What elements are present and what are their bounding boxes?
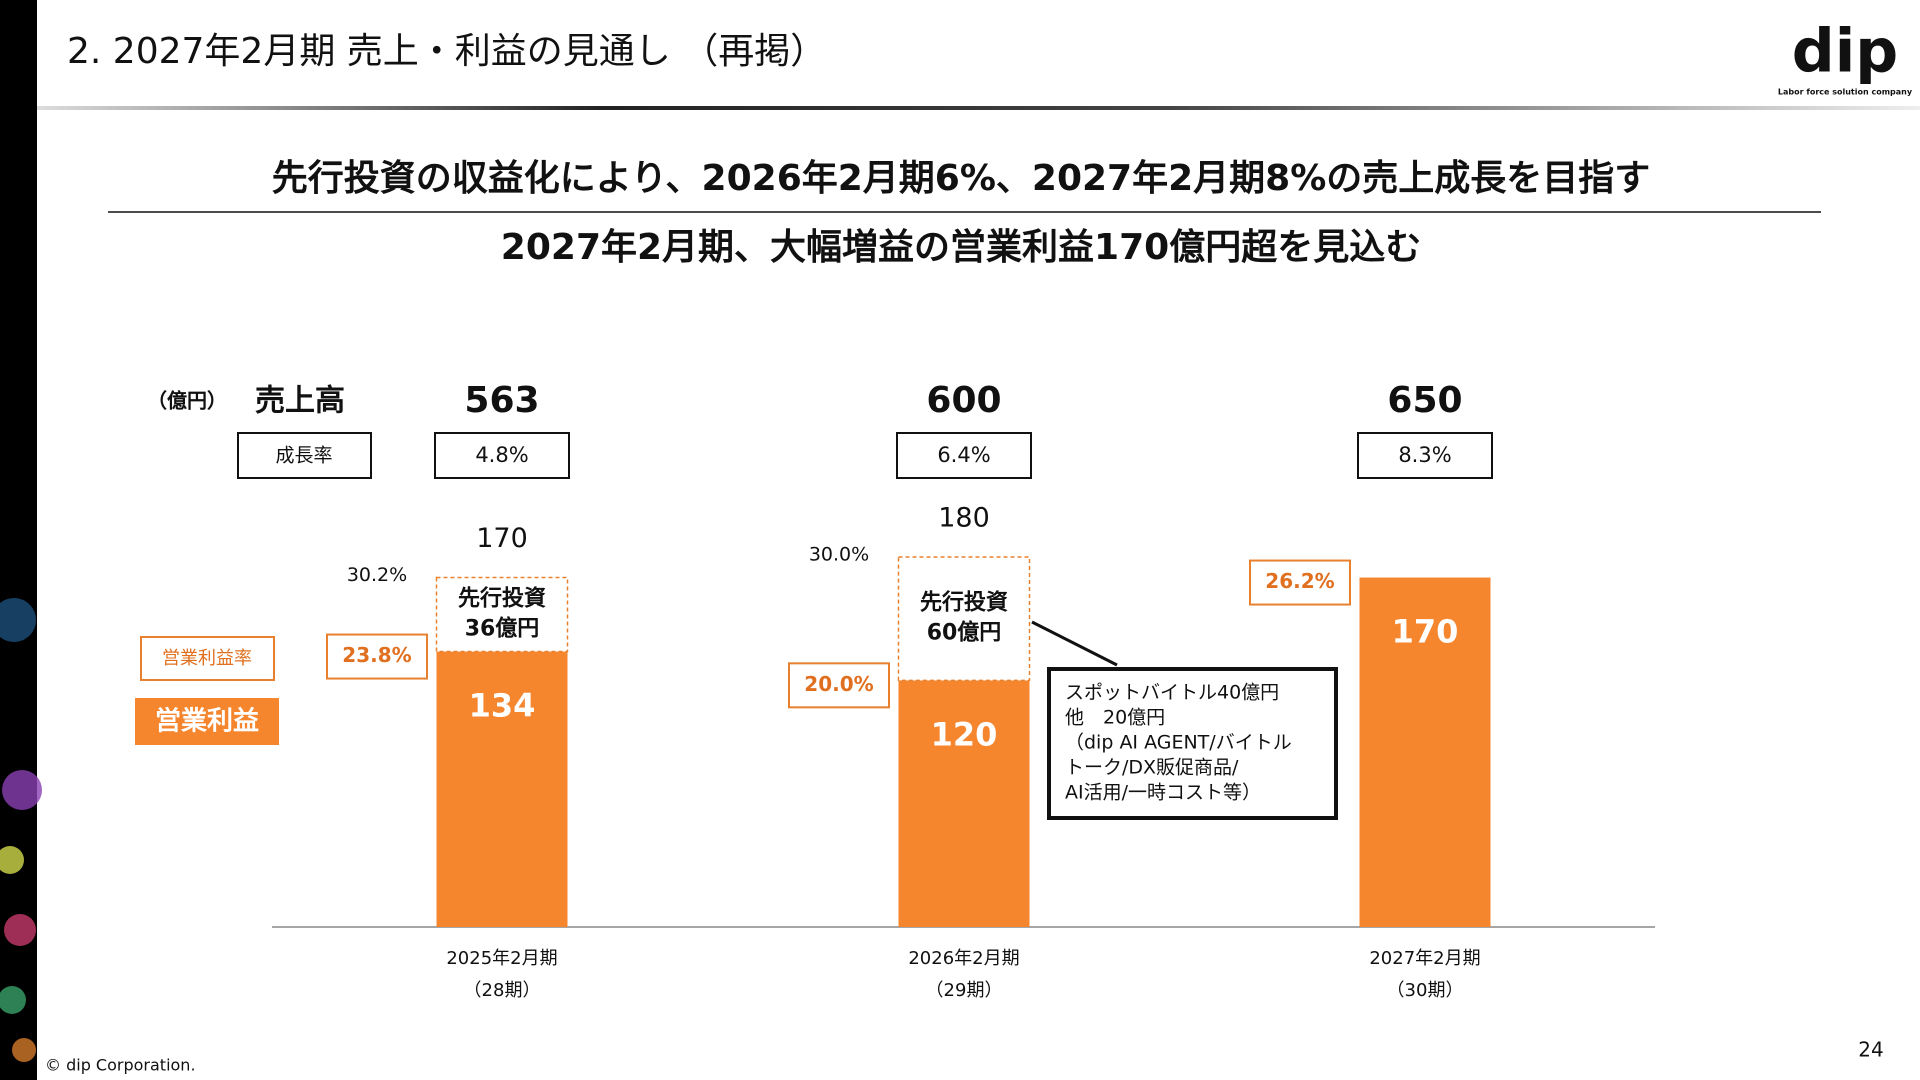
growth-label-box: [237, 432, 372, 479]
legend-profit: [135, 698, 279, 745]
sales-value: 650: [1387, 380, 1462, 421]
legend-margin: [140, 636, 275, 681]
headline: 2027年2月期、大幅増益の営業利益170億円超を見込む: [501, 227, 1421, 268]
legend-profit-label: 営業利益: [155, 707, 259, 737]
sales-value: 600: [926, 380, 1001, 421]
bokeh: [0, 598, 42, 1062]
margin-box: [1249, 559, 1351, 606]
copyright: © dip Corporation.: [45, 1056, 196, 1075]
investment-name: 先行投資: [920, 590, 1008, 616]
investment-label: 60億円: [927, 620, 1002, 646]
category-label: 2027年2月期: [1369, 948, 1480, 969]
investment-bar: [435, 576, 569, 653]
period-label: （28期）: [464, 980, 541, 1001]
callout-pointer: [1031, 620, 1118, 667]
growth-value: 4.8%: [475, 443, 528, 467]
growth-value: 6.4%: [937, 443, 990, 467]
logo: dip: [1792, 17, 1898, 87]
category-label: 2026年2月期: [908, 948, 1019, 969]
margin-label: 26.2%: [1265, 569, 1334, 593]
callout-text: 他 20億円: [1065, 707, 1165, 729]
page-number: 24: [1858, 1038, 1883, 1062]
sales-label: 売上高: [255, 384, 345, 419]
profit-label: 170: [1392, 613, 1459, 651]
total-label: 170: [476, 523, 528, 554]
margin-label: 20.0%: [804, 672, 873, 696]
margin-before-label: 30.2%: [347, 564, 407, 586]
callout-text: AI活用/一時コスト等）: [1065, 782, 1261, 804]
profit-bar: [1359, 577, 1491, 927]
profit-bar: [436, 651, 568, 927]
header-rule: [37, 106, 1920, 110]
growth-label: 成長率: [275, 445, 332, 467]
margin-box: [326, 633, 428, 680]
callout-box: [1047, 667, 1338, 820]
sales-value: 563: [464, 380, 539, 421]
period-label: （30期）: [1387, 980, 1464, 1001]
total-label: 180: [938, 503, 990, 534]
unit-label: （億円）: [147, 389, 227, 413]
category-label: 2025年2月期: [446, 948, 557, 969]
margin-box: [788, 662, 890, 709]
investment-label: 36億円: [465, 616, 540, 642]
growth-box: [434, 432, 570, 479]
growth-box: [896, 432, 1032, 479]
legend-margin-label: 営業利益率: [162, 648, 252, 669]
logo-tagline: Labor force solution company: [1778, 88, 1913, 97]
growth-box: [1357, 432, 1493, 479]
callout-text: スポットバイトル40億円: [1065, 682, 1279, 704]
profit-bar: [898, 680, 1030, 927]
headline: 先行投資の収益化により、2026年2月期6%、2027年2月期8%の売上成長を目…: [272, 158, 1651, 199]
profit-label: 134: [469, 687, 536, 725]
side-strip: [0, 0, 37, 1080]
investment-bar: [897, 556, 1031, 682]
investment-name: 先行投資: [458, 586, 546, 612]
slide-title: 2. 2027年2月期 売上・利益の見通し （再掲）: [67, 31, 826, 72]
margin-label: 23.8%: [342, 643, 411, 667]
callout-text: （dip AI AGENT/バイトル: [1065, 732, 1292, 754]
callout-text: トーク/DX販促商品/: [1065, 757, 1239, 779]
profit-label: 120: [931, 715, 998, 753]
period-label: （29期）: [926, 980, 1003, 1001]
margin-before-label: 30.0%: [809, 544, 869, 566]
growth-value: 8.3%: [1398, 443, 1451, 467]
